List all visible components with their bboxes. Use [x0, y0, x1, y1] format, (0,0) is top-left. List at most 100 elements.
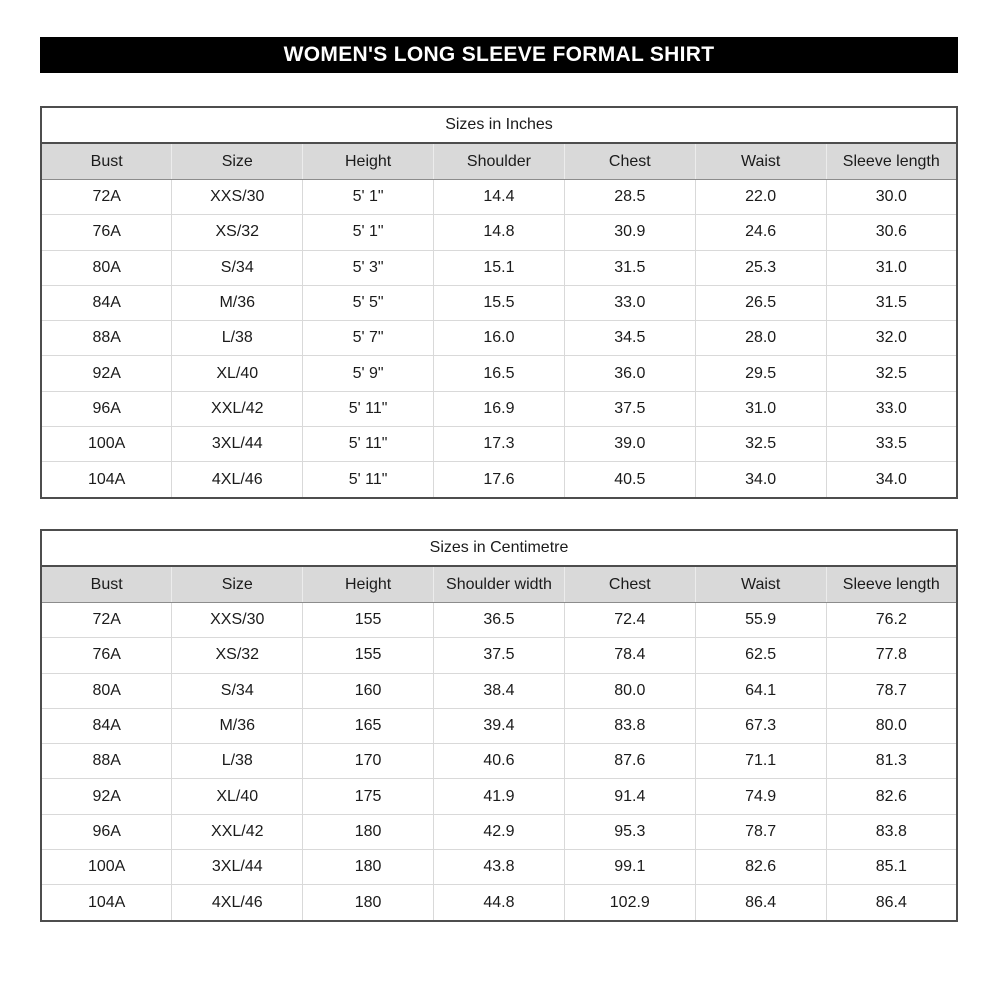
cell: 78.7 [694, 813, 827, 851]
cell: 16.9 [433, 390, 565, 428]
cell: L/38 [171, 743, 304, 780]
cell: M/36 [171, 707, 304, 745]
cell: 76.2 [825, 601, 958, 639]
cell: 87.6 [563, 743, 696, 780]
cell: 31.0 [825, 249, 958, 286]
table-row: 88A L/38 5' 7" 16.0 34.5 28.0 32.0 [40, 320, 958, 357]
cell: 30.6 [825, 214, 958, 251]
table-row: 100A 3XL/44 180 43.8 99.1 82.6 85.1 [40, 849, 958, 886]
column-header: Waist [694, 566, 827, 603]
cell: 26.5 [694, 284, 827, 322]
cell: 102.9 [563, 884, 696, 922]
cell: 5' 11" [302, 390, 435, 428]
table-row: 88A L/38 170 40.6 87.6 71.1 81.3 [40, 743, 958, 780]
cell: 43.8 [433, 849, 565, 886]
cell: 37.5 [433, 637, 565, 674]
cell: 34.5 [563, 320, 696, 357]
cell: 5' 1" [302, 214, 435, 251]
sizes-in-centimetre-table: Sizes in Centimetre Bust Size Height Shoulde… [40, 529, 958, 922]
cell: 86.4 [825, 884, 958, 922]
cell: 28.5 [563, 178, 696, 216]
cell: 30.0 [825, 178, 958, 216]
cell: 37.5 [563, 390, 696, 428]
cell: 33.0 [825, 390, 958, 428]
table-row: 72A XXS/30 155 36.5 72.4 55.9 76.2 [40, 601, 958, 639]
cell: 160 [302, 672, 435, 709]
cell: 84A [40, 707, 173, 745]
cell: 76A [40, 214, 173, 251]
table-row: 92A XL/40 5' 9" 16.5 36.0 29.5 32.5 [40, 355, 958, 392]
cell: L/38 [171, 320, 304, 357]
column-header: Chest [563, 566, 696, 603]
cell: 74.9 [694, 778, 827, 815]
cell: 4XL/46 [171, 461, 304, 499]
cell: 72A [40, 178, 173, 216]
cell: 78.4 [563, 637, 696, 674]
cell: M/36 [171, 284, 304, 322]
column-header: Shoulder [433, 143, 565, 180]
cell: 3XL/44 [171, 426, 304, 463]
cell: 15.5 [433, 284, 565, 322]
column-header: Sleeve length [825, 566, 957, 603]
cell: 17.6 [433, 461, 565, 499]
cell: 175 [302, 778, 435, 815]
cell: 99.1 [563, 849, 696, 886]
cell: 83.8 [563, 707, 696, 745]
cell: S/34 [171, 249, 304, 286]
cell: 88A [40, 743, 173, 780]
table-row: 104A 4XL/46 5' 11" 17.6 40.5 34.0 34.0 [40, 461, 958, 499]
cell: 40.5 [563, 461, 696, 499]
cell: 155 [302, 601, 435, 639]
column-header: Size [171, 566, 303, 603]
cell: 80A [40, 672, 173, 709]
cell: 36.0 [563, 355, 696, 392]
sizes-in-centimetre-section: Sizes in Centimetre Bust Size Height Shoulde… [40, 529, 958, 922]
cell: 34.0 [825, 461, 958, 499]
cell: 31.5 [563, 249, 696, 286]
column-header: Bust [40, 566, 172, 603]
cell: 39.4 [433, 707, 565, 745]
cell: 31.5 [825, 284, 958, 322]
cell: 155 [302, 637, 435, 674]
cell: 72.4 [563, 601, 696, 639]
cell: 5' 1" [302, 178, 435, 216]
cell: XXS/30 [171, 178, 304, 216]
cell: 82.6 [694, 849, 827, 886]
cell: 92A [40, 778, 173, 815]
sizes-in-inches-section: Sizes in Inches Bust Size Height Shoulder Che… [40, 106, 958, 499]
cell: 180 [302, 849, 435, 886]
cell: 92A [40, 355, 173, 392]
column-header-row: Bust Size Height Shoulder Chest Waist Sleeve l… [40, 143, 957, 180]
cell: XS/32 [171, 637, 304, 674]
cell: 83.8 [825, 813, 958, 851]
cell: 5' 7" [302, 320, 435, 357]
cell: 165 [302, 707, 435, 745]
table-row: 92A XL/40 175 41.9 91.4 74.9 82.6 [40, 778, 958, 815]
cell: 85.1 [825, 849, 958, 886]
table-row: 104A 4XL/46 180 44.8 102.9 86.4 86.4 [40, 884, 958, 922]
cell: 32.0 [825, 320, 958, 357]
column-header: Height [302, 566, 434, 603]
cell: 33.5 [825, 426, 958, 463]
cell: 4XL/46 [171, 884, 304, 922]
cell: 5' 3" [302, 249, 435, 286]
cell: 67.3 [694, 707, 827, 745]
cell: 44.8 [433, 884, 565, 922]
cell: 80A [40, 249, 173, 286]
column-header: Chest [563, 143, 696, 180]
cell: XXL/42 [171, 390, 304, 428]
cell: 77.8 [825, 637, 958, 674]
cell: 28.0 [694, 320, 827, 357]
column-header: Bust [40, 143, 172, 180]
cell: 95.3 [563, 813, 696, 851]
cell: 180 [302, 884, 435, 922]
cell: 62.5 [694, 637, 827, 674]
cell: 25.3 [694, 249, 827, 286]
table-row: 76A XS/32 155 37.5 78.4 62.5 77.8 [40, 637, 958, 674]
cell: 84A [40, 284, 173, 322]
cell: 22.0 [694, 178, 827, 216]
table-row: 76A XS/32 5' 1" 14.8 30.9 24.6 30.6 [40, 214, 958, 251]
cell: 96A [40, 390, 173, 428]
cell: 32.5 [694, 426, 827, 463]
